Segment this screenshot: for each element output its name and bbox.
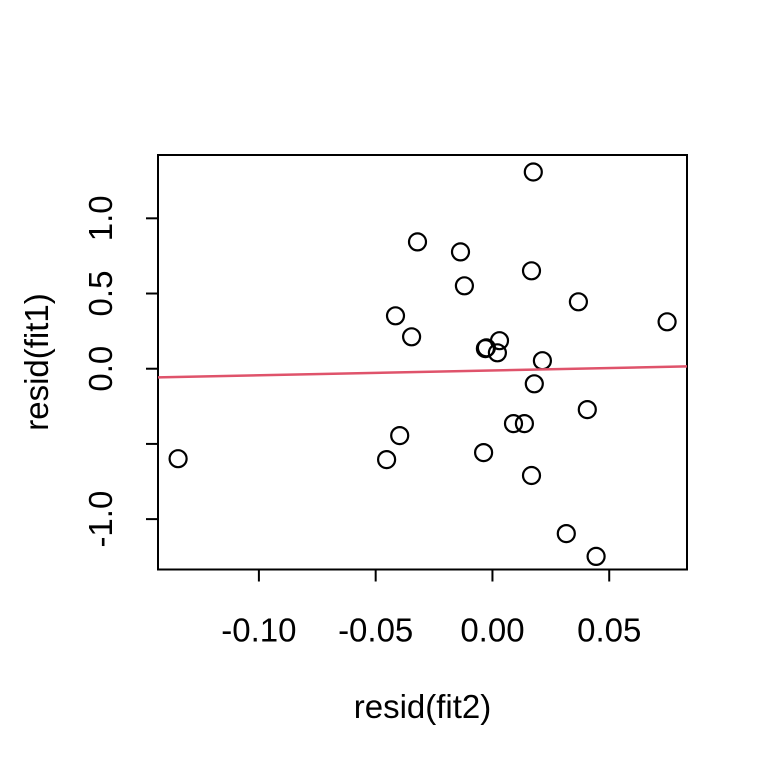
data-point xyxy=(657,312,677,332)
x-tick-label: 0.00 xyxy=(460,612,524,649)
x-tick-label: 0.05 xyxy=(577,612,641,649)
data-point xyxy=(407,232,428,252)
data-point xyxy=(385,306,406,326)
x-tick-label: -0.05 xyxy=(338,612,413,649)
x-axis-label: resid(fit2) xyxy=(354,688,492,725)
data-point xyxy=(556,523,576,544)
data-point xyxy=(503,414,524,434)
data-point xyxy=(568,292,589,312)
data-point xyxy=(524,374,544,394)
data-point xyxy=(454,276,474,296)
y-tick-label: 1.0 xyxy=(82,195,119,241)
data-point xyxy=(475,339,495,359)
data-point xyxy=(487,343,507,363)
y-axis-ticks: 1.0 0.5 0.0 -1.0 xyxy=(82,195,158,548)
x-tick-label: -0.10 xyxy=(221,612,296,649)
data-point xyxy=(532,351,553,371)
data-point xyxy=(586,546,606,567)
regression-line xyxy=(157,365,688,379)
data-point xyxy=(450,242,471,262)
data-points xyxy=(168,162,677,567)
data-point xyxy=(377,450,397,470)
data-point xyxy=(168,449,188,469)
y-tick-label: -1.0 xyxy=(82,491,119,548)
data-point xyxy=(523,162,543,182)
data-point xyxy=(521,261,542,281)
data-point xyxy=(521,465,542,486)
y-tick-label: 0.0 xyxy=(82,346,119,392)
plot-box xyxy=(157,154,688,571)
data-point xyxy=(514,414,535,434)
data-point xyxy=(390,426,410,446)
x-axis-ticks: -0.10 -0.05 0.00 0.05 xyxy=(221,569,641,649)
data-point xyxy=(402,327,422,347)
y-tick-label: 0.5 xyxy=(82,271,119,317)
data-point xyxy=(577,400,597,420)
y-axis-label: resid(fit1) xyxy=(18,293,55,431)
data-point xyxy=(474,443,494,463)
